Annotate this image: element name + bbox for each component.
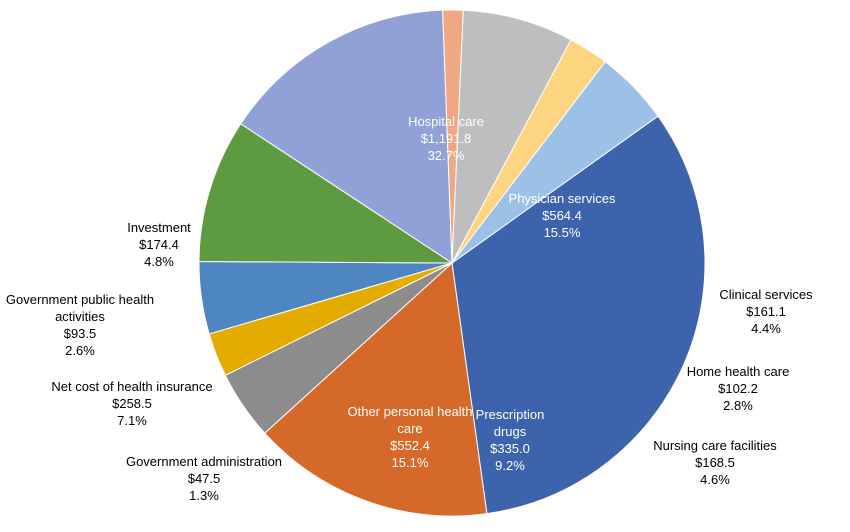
slice-label: Physician services $564.4 15.5%: [509, 191, 616, 240]
slice-name-text: Hospital care: [408, 114, 484, 129]
slice-percent-text: 9.2%: [495, 458, 525, 473]
slice-name-text: Prescription: [476, 407, 545, 422]
slice-percent-text: 4.4%: [751, 321, 781, 336]
slice-label: Clinical services $161.1 4.4%: [719, 287, 813, 336]
slice-percent-text: 15.1%: [392, 455, 429, 470]
slice-value-text: $47.5: [188, 471, 221, 486]
pie-slice: [451, 61, 659, 264]
slice-name-text: Government public health: [6, 292, 154, 307]
slice-value-text: $102.2: [718, 381, 758, 396]
slice-label: Investment $174.4 4.8%: [127, 220, 191, 269]
slice-name-text: Investment: [127, 220, 191, 235]
slice-percent-text: 4.6%: [700, 472, 730, 487]
slice-name-text: activities: [55, 309, 105, 324]
slice-label: Nursing care facilities $168.5 4.6%: [653, 438, 777, 487]
slice-percent-text: 2.8%: [723, 398, 753, 413]
pie-slice: [198, 123, 454, 264]
slice-label: Prescription drugs $335.0 9.2%: [476, 407, 545, 473]
pie-slice: [264, 261, 488, 517]
slice-value-text: $93.5: [64, 326, 97, 341]
slice-label: Home health care $102.2 2.8%: [687, 364, 790, 413]
slices-layer: [198, 9, 706, 517]
slice-name-text: Physician services: [509, 191, 616, 206]
slice-percent-text: 32.7%: [428, 148, 465, 163]
slice-name-text: care: [397, 421, 422, 436]
slice-value-text: $552.4: [390, 438, 430, 453]
slice-name-text: Other personal health: [347, 404, 472, 419]
slice-value-text: $564.4: [542, 208, 582, 223]
slice-label: Government public health activities $93.5 2…: [6, 292, 154, 358]
slice-percent-text: 1.3%: [189, 488, 219, 503]
slice-percent-text: 4.8%: [144, 254, 174, 269]
slice-label: Hospital care $1,191.8 32.7%: [408, 114, 484, 163]
pie-slice: [451, 9, 572, 264]
slice-value-text: $335.0: [490, 441, 530, 456]
slice-name-text: Net cost of health insurance: [51, 379, 212, 394]
slice-name-text: Clinical services: [719, 287, 813, 302]
slice-label: Government administration $47.5 1.3%: [126, 454, 282, 503]
slice-value-text: $1,191.8: [421, 131, 472, 146]
slice-percent-text: 7.1%: [117, 413, 147, 428]
slice-name-text: Home health care: [687, 364, 790, 379]
slice-percent-text: 2.6%: [65, 343, 95, 358]
slice-label: Net cost of health insurance $258.5 7.1%: [51, 379, 212, 428]
pie-slice: [451, 115, 706, 515]
pie-slice: [240, 9, 453, 264]
slice-name-text: drugs: [494, 424, 527, 439]
slice-percent-text: 15.5%: [544, 225, 581, 240]
slice-value-text: $161.1: [746, 304, 786, 319]
slice-value-text: $174.4: [139, 237, 179, 252]
labels-layer: Hospital care $1,191.8 32.7% Physician serv…: [6, 114, 813, 503]
slice-name-text: Government administration: [126, 454, 282, 469]
slice-value-text: $168.5: [695, 455, 735, 470]
slice-name-text: Nursing care facilities: [653, 438, 777, 453]
slice-label: Other personal health care $552.4 15.1%: [347, 404, 472, 470]
slice-value-text: $258.5: [112, 396, 152, 411]
